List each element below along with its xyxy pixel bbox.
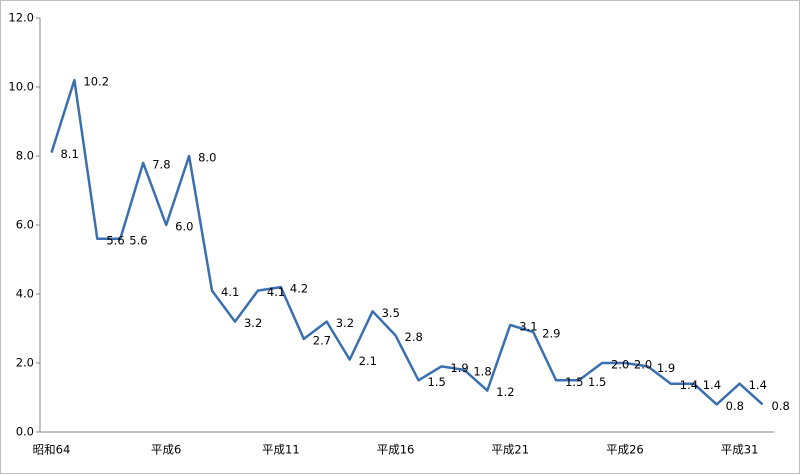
data-label: 4.1 [267, 285, 285, 299]
data-label: 1.2 [496, 385, 514, 399]
data-label: 1.5 [588, 375, 606, 389]
data-label: 10.2 [83, 75, 109, 89]
y-tick-label: 10.0 [8, 80, 34, 94]
data-label: 3.1 [519, 320, 537, 334]
data-label: 1.5 [427, 375, 445, 389]
y-tick-label: 8.0 [16, 149, 34, 163]
y-tick-label: 4.0 [16, 287, 34, 301]
y-tick-label: 6.0 [16, 218, 34, 232]
data-label: 0.8 [772, 399, 790, 413]
data-label: 2.0 [634, 358, 652, 372]
data-label: 8.0 [198, 151, 216, 165]
data-label: 1.4 [749, 378, 767, 392]
line-series [50, 78, 764, 406]
x-tick-label: 平成16 [377, 443, 415, 457]
y-tick-label: 2.0 [16, 356, 34, 370]
x-tick-label: 平成21 [491, 443, 529, 457]
x-tick-label: 昭和64 [33, 443, 71, 457]
data-label: 2.0 [611, 358, 629, 372]
data-label: 1.9 [657, 361, 675, 375]
data-label: 1.4 [703, 378, 721, 392]
data-label: 6.0 [175, 220, 193, 234]
x-tick-label: 平成26 [606, 443, 644, 457]
data-label: 3.2 [244, 316, 262, 330]
data-label: 3.2 [336, 316, 354, 330]
x-tick-label: 平成11 [262, 443, 300, 457]
data-label: 8.1 [60, 147, 78, 161]
data-label: 4.1 [221, 285, 239, 299]
x-tick-label: 平成31 [721, 443, 759, 457]
y-tick-label: 12.0 [8, 11, 34, 25]
data-label: 7.8 [152, 157, 170, 171]
data-label: 2.1 [359, 354, 377, 368]
data-label: 1.9 [450, 361, 468, 375]
data-label: 1.4 [680, 378, 698, 392]
data-label: 4.2 [290, 282, 308, 296]
data-label: 5.6 [106, 233, 124, 247]
data-label: 2.7 [313, 333, 331, 347]
data-label: 3.5 [382, 306, 400, 320]
data-label: 2.8 [405, 330, 423, 344]
data-label: 0.8 [726, 399, 744, 413]
y-tick-label: 0.0 [16, 425, 34, 439]
data-label: 1.5 [565, 375, 583, 389]
data-label: 5.6 [129, 233, 147, 247]
data-label: 2.9 [542, 326, 560, 340]
data-label: 1.8 [473, 364, 491, 378]
x-tick-label: 平成6 [151, 443, 181, 457]
